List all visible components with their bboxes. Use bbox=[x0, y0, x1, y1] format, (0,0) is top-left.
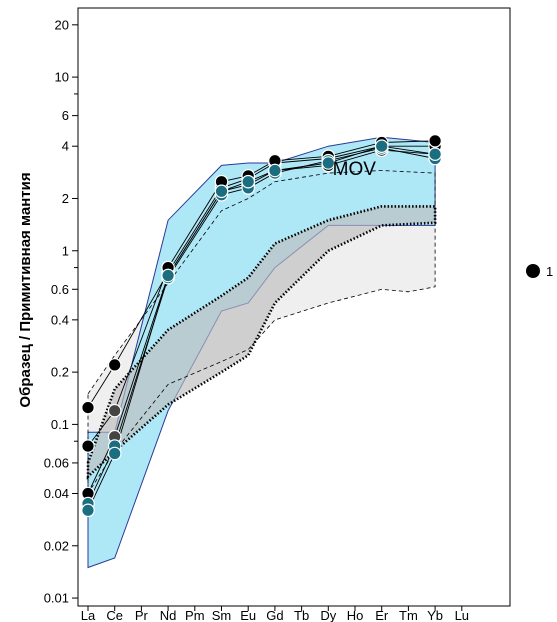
x-tick-label: Pr bbox=[135, 608, 149, 622]
y-tick-label: 0.01 bbox=[44, 591, 69, 606]
y-tick-label: 0.4 bbox=[51, 312, 69, 327]
outer-dashed-field-fill bbox=[88, 170, 436, 494]
x-tick-label: La bbox=[81, 608, 96, 622]
sample-point-2-Ce bbox=[107, 403, 122, 418]
sample-point-5-Nd bbox=[161, 268, 175, 283]
legend-label: 1 bbox=[546, 264, 553, 279]
mov-field-label: MOV bbox=[333, 159, 377, 180]
sample-point-1-La bbox=[81, 400, 95, 415]
y-tick-label: 0.02 bbox=[44, 538, 69, 553]
sample-point-2-La bbox=[81, 439, 95, 453]
y-tick-label: 6 bbox=[62, 108, 69, 123]
y-tick-label: 2 bbox=[62, 191, 69, 206]
y-tick-label: 0.6 bbox=[51, 282, 69, 297]
y-tick-label: 10 bbox=[55, 70, 69, 85]
x-tick-label: Ho bbox=[347, 608, 364, 622]
sample-point-5-Sm bbox=[214, 184, 229, 199]
legend: 1 bbox=[526, 264, 553, 279]
x-tick-label: Gd bbox=[266, 608, 283, 622]
plot-frame bbox=[77, 7, 511, 607]
sample-point-5-Yb bbox=[428, 147, 442, 161]
y-axis-title: Образец / Примитивная мантия bbox=[17, 172, 34, 407]
fields-layer bbox=[86, 136, 437, 569]
x-tick-label: Ce bbox=[106, 608, 123, 622]
sample-point-2-Yb bbox=[428, 134, 442, 148]
sample-point-5-Gd bbox=[268, 163, 282, 178]
sample-point-5-Dy bbox=[321, 156, 336, 170]
legend-marker bbox=[526, 264, 540, 278]
y-tick-label: 0.04 bbox=[44, 486, 69, 501]
x-tick-label: Eu bbox=[240, 608, 256, 622]
x-tick-label: Sm bbox=[212, 608, 232, 622]
x-tick-label: Tb bbox=[294, 608, 309, 622]
sample-point-5-La bbox=[81, 503, 95, 518]
sample-point-1-Ce bbox=[107, 358, 122, 372]
x-tick-label: Pm bbox=[185, 608, 205, 622]
series-layer bbox=[81, 134, 442, 518]
x-tick-label: Nd bbox=[160, 608, 177, 622]
x-tick-label: Er bbox=[375, 608, 389, 622]
x-tick-label: Yb bbox=[427, 608, 443, 622]
x-tick-label: Lu bbox=[455, 608, 469, 622]
inner-dotted-field-outline bbox=[86, 205, 437, 480]
y-tick-label: 0.06 bbox=[44, 455, 69, 470]
sample-point-5-Er bbox=[374, 139, 389, 153]
y-tick-label: 0.1 bbox=[51, 417, 69, 432]
y-tick-label: 4 bbox=[62, 139, 69, 154]
y-tick-label: 20 bbox=[55, 17, 69, 32]
x-tick-label: Tm bbox=[399, 608, 418, 622]
y-tick-label: 1 bbox=[62, 243, 69, 258]
outer-dashed-field-outline bbox=[87, 170, 436, 495]
sample-point-5-Ce bbox=[107, 446, 122, 461]
y-tick-label: 0.2 bbox=[51, 365, 69, 380]
mov-field bbox=[87, 136, 436, 569]
sample-point-5-Eu bbox=[241, 174, 255, 189]
axis-layer: 0.01 0.02 0.04 0.06 0.1 0.2 0.4 0.6 1 2 4 6 10 20 La Ce… bbox=[44, 17, 469, 622]
x-tick-label: Dy bbox=[320, 608, 336, 622]
